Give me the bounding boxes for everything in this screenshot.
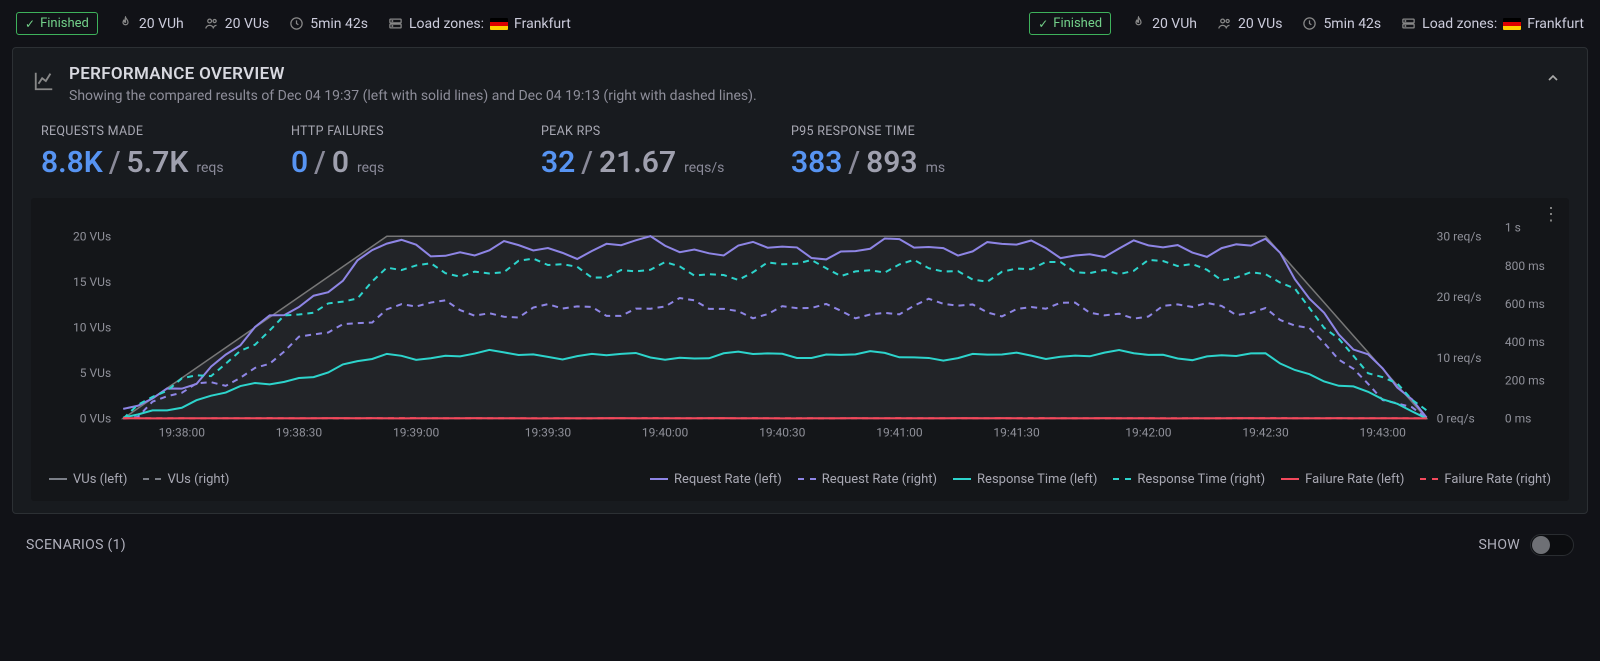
scenarios-bar: SCENARIOS (1) SHOW — [12, 524, 1588, 566]
server-icon — [1401, 16, 1416, 31]
legend-item[interactable]: Failure Rate (right) — [1420, 472, 1551, 487]
legend-item[interactable]: Response Time (right) — [1113, 472, 1265, 487]
vus-right: 20 VUs — [1217, 16, 1282, 32]
svg-text:19:39:00: 19:39:00 — [393, 426, 440, 440]
svg-text:800 ms: 800 ms — [1505, 259, 1545, 273]
svg-text:19:42:30: 19:42:30 — [1242, 426, 1289, 440]
svg-text:19:41:00: 19:41:00 — [876, 426, 923, 440]
vus-left: 20 VUs — [204, 16, 269, 32]
legend-item[interactable]: Request Rate (right) — [798, 472, 937, 487]
svg-text:19:41:30: 19:41:30 — [993, 426, 1040, 440]
svg-text:19:43:00: 19:43:00 — [1360, 426, 1407, 440]
chart-menu-button[interactable]: ⋮ — [1542, 206, 1559, 224]
topbar-left-group: ✓ Finished 20 VUh 20 VUs 5min 42s Load — [16, 12, 571, 35]
panel-header: PERFORMANCE OVERVIEW Showing the compare… — [13, 48, 1587, 116]
stat-http-failures: HTTP FAILURES 0 / 0 reqs — [291, 124, 541, 180]
svg-text:19:40:00: 19:40:00 — [642, 426, 689, 440]
svg-text:0 req/s: 0 req/s — [1437, 412, 1475, 426]
check-icon: ✓ — [25, 17, 35, 31]
svg-text:19:40:30: 19:40:30 — [759, 426, 806, 440]
svg-text:600 ms: 600 ms — [1505, 297, 1545, 311]
flame-icon — [1131, 16, 1146, 31]
scenarios-label: SCENARIOS (1) — [26, 537, 126, 553]
svg-text:400 ms: 400 ms — [1505, 335, 1545, 349]
svg-text:19:38:30: 19:38:30 — [276, 426, 323, 440]
svg-text:1 s: 1 s — [1505, 221, 1521, 235]
svg-text:200 ms: 200 ms — [1505, 373, 1545, 387]
svg-text:30 req/s: 30 req/s — [1437, 229, 1482, 243]
check-icon: ✓ — [1038, 17, 1048, 31]
status-text: Finished — [1053, 16, 1102, 31]
svg-text:0 ms: 0 ms — [1505, 412, 1531, 426]
flag-germany-icon — [1503, 18, 1521, 30]
duration-left: 5min 42s — [289, 16, 368, 32]
show-label: SHOW — [1478, 537, 1520, 553]
svg-text:10 req/s: 10 req/s — [1437, 351, 1482, 365]
svg-text:10 VUs: 10 VUs — [73, 320, 111, 334]
svg-text:20 req/s: 20 req/s — [1437, 290, 1482, 304]
vuh-left: 20 VUh — [118, 16, 184, 32]
legend-item[interactable]: VUs (left) — [49, 472, 127, 487]
stat-peak-rps: PEAK RPS 32 / 21.67 reqs/s — [541, 124, 791, 180]
vuh-right: 20 VUh — [1131, 16, 1197, 32]
users-icon — [1217, 16, 1232, 31]
panel-title: PERFORMANCE OVERVIEW — [69, 64, 1525, 84]
load-zones-left: Load zones: Frankfurt — [388, 16, 571, 32]
chart-container: ⋮ 0 VUs 5 VUs 10 VUs 15 VUs 20 VUs 0 req/s 10 … — [31, 198, 1569, 501]
duration-right: 5min 42s — [1302, 16, 1381, 32]
legend-item[interactable]: Failure Rate (left) — [1281, 472, 1404, 487]
topbar: ✓ Finished 20 VUh 20 VUs 5min 42s Load — [0, 0, 1600, 47]
stat-primary: 8.8K — [41, 145, 103, 180]
legend-item[interactable]: Response Time (left) — [953, 472, 1097, 487]
svg-text:0 VUs: 0 VUs — [80, 412, 111, 426]
svg-text:19:39:30: 19:39:30 — [525, 426, 572, 440]
status-badge-left: ✓ Finished — [16, 12, 98, 35]
svg-text:20 VUs: 20 VUs — [73, 229, 111, 243]
users-icon — [204, 16, 219, 31]
flame-icon — [118, 16, 133, 31]
performance-panel: PERFORMANCE OVERVIEW Showing the compare… — [12, 47, 1588, 514]
clock-icon — [289, 16, 304, 31]
stat-requests-made: REQUESTS MADE 8.8K / 5.7K reqs — [41, 124, 291, 180]
legend-item[interactable]: VUs (right) — [143, 472, 229, 487]
legend-item[interactable]: Request Rate (left) — [650, 472, 782, 487]
clock-icon — [1302, 16, 1317, 31]
chart-icon — [33, 70, 55, 96]
status-text: Finished — [40, 16, 89, 31]
chart-legend: VUs (left) VUs (right) Request Rate (left)… — [43, 464, 1557, 491]
panel-subtitle: Showing the compared results of Dec 04 1… — [69, 88, 1525, 104]
collapse-toggle[interactable] — [1539, 64, 1567, 96]
scenarios-toggle[interactable] — [1530, 534, 1574, 556]
svg-text:19:38:00: 19:38:00 — [159, 426, 206, 440]
performance-chart[interactable]: 0 VUs 5 VUs 10 VUs 15 VUs 20 VUs 0 req/s 10 re… — [43, 208, 1557, 464]
svg-text:15 VUs: 15 VUs — [73, 275, 111, 289]
stat-secondary: 5.7K — [127, 145, 189, 180]
load-zones-right: Load zones: Frankfurt — [1401, 16, 1584, 32]
svg-text:19:42:00: 19:42:00 — [1125, 426, 1172, 440]
stats-row: REQUESTS MADE 8.8K / 5.7K reqs HTTP FAIL… — [13, 116, 1587, 192]
stat-p95: P95 RESPONSE TIME 383 / 893 ms — [791, 124, 1005, 180]
status-badge-right: ✓ Finished — [1029, 12, 1111, 35]
topbar-right-group: ✓ Finished 20 VUh 20 VUs 5min 42s Load — [1029, 12, 1584, 35]
flag-germany-icon — [490, 18, 508, 30]
server-icon — [388, 16, 403, 31]
svg-text:5 VUs: 5 VUs — [80, 366, 111, 380]
